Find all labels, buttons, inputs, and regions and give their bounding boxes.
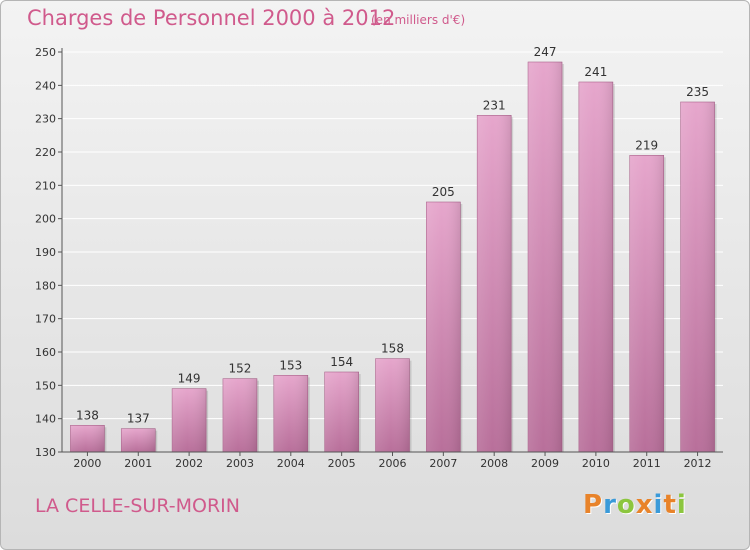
x-tick-label: 2000 — [73, 457, 101, 470]
value-label: 158 — [381, 342, 404, 356]
logo-letter: P — [583, 490, 604, 520]
x-tick-label: 2003 — [226, 457, 254, 470]
x-tick-label: 2008 — [480, 457, 508, 470]
y-tick-label: 140 — [35, 413, 56, 426]
chart-subtitle: (en milliers d'€) — [371, 13, 466, 27]
x-tick-label: 2002 — [175, 457, 203, 470]
value-label: 247 — [534, 45, 557, 59]
y-tick-label: 160 — [35, 346, 56, 359]
bar-shine — [172, 388, 207, 452]
value-label: 153 — [279, 358, 302, 372]
value-label: 149 — [178, 372, 201, 386]
x-tick-label: 2011 — [633, 457, 661, 470]
proxiti-logo: Proxiti — [583, 490, 687, 520]
chart-title: Charges de Personnel 2000 à 2012 — [27, 6, 396, 30]
logo-letter: o — [616, 490, 636, 520]
bar-shine — [477, 115, 512, 452]
bar-shine — [324, 372, 359, 452]
value-label: 235 — [686, 85, 709, 99]
value-label: 154 — [330, 355, 353, 369]
logo-letter: x — [635, 490, 654, 520]
bar-shine — [578, 82, 613, 452]
value-label: 137 — [127, 412, 150, 426]
y-tick-label: 180 — [35, 279, 56, 292]
y-tick-label: 200 — [35, 213, 56, 226]
bar-shine — [375, 358, 410, 452]
y-tick-label: 150 — [35, 379, 56, 392]
logo-letter: i — [653, 490, 664, 520]
y-tick-label: 240 — [35, 79, 56, 92]
x-tick-label: 2010 — [582, 457, 610, 470]
value-label: 231 — [483, 98, 506, 112]
labels: 130 140 150 160 170 180 190 200 210 220 230 240 250 1… — [35, 45, 712, 470]
bar-shine — [629, 155, 664, 453]
x-tick-label: 2005 — [328, 457, 356, 470]
y-tick-label: 250 — [35, 46, 56, 59]
bar-shine — [426, 202, 461, 452]
axes — [58, 48, 723, 456]
logo-letter: t — [663, 490, 677, 520]
logo-letter: i — [676, 490, 687, 520]
bar-shine — [680, 102, 715, 452]
x-tick-label: 2001 — [124, 457, 152, 470]
y-tick-label: 130 — [35, 446, 56, 459]
bar-shine — [121, 428, 156, 452]
town-name: LA CELLE-SUR-MORIN — [35, 495, 240, 517]
bar-shine — [222, 378, 257, 452]
x-tick-label: 2004 — [277, 457, 305, 470]
value-label: 219 — [635, 138, 658, 152]
y-tick-label: 210 — [35, 179, 56, 192]
value-label: 241 — [584, 65, 607, 79]
y-tick-label: 190 — [35, 246, 56, 259]
x-tick-label: 2006 — [379, 457, 407, 470]
value-label: 152 — [229, 362, 252, 376]
x-tick-label: 2007 — [429, 457, 457, 470]
bar-shine — [70, 425, 105, 452]
y-tick-label: 170 — [35, 313, 56, 326]
logo-letter: r — [603, 490, 617, 520]
y-tick-label: 230 — [35, 113, 56, 126]
x-tick-label: 2012 — [684, 457, 712, 470]
x-tick-label: 2009 — [531, 457, 559, 470]
value-label: 205 — [432, 185, 455, 199]
y-tick-label: 220 — [35, 146, 56, 159]
bar-shine — [273, 375, 308, 452]
value-label: 138 — [76, 408, 99, 422]
bar-shine — [528, 62, 563, 452]
bars — [70, 61, 717, 453]
